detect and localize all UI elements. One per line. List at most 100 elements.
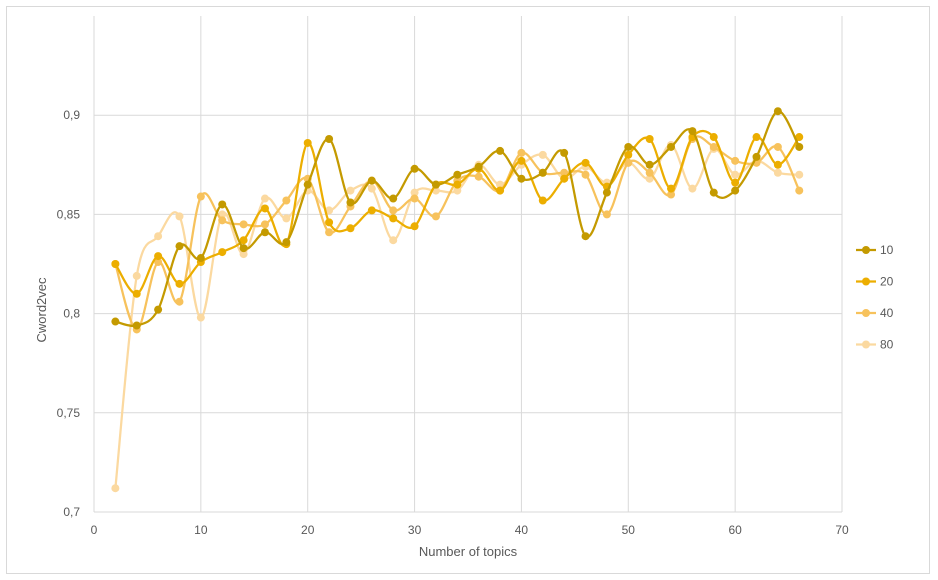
data-point [496,180,505,189]
data-point [538,196,547,205]
data-point [260,204,269,213]
series-80 [111,140,804,493]
data-point [667,190,676,199]
y-axis-title: Cword2vec [34,277,49,343]
data-point [410,188,419,197]
data-point [538,150,547,159]
series-10 [111,107,804,330]
series-lines [111,107,804,493]
series-40 [111,135,804,334]
data-point [581,232,590,241]
data-point [389,194,398,203]
data-point [154,305,163,314]
data-point [560,174,569,183]
data-point [645,168,654,177]
data-point [282,238,291,247]
data-point [196,313,205,322]
x-tick-label: 10 [194,523,208,537]
data-point [731,186,740,195]
data-point [111,484,120,493]
data-point [431,212,440,221]
data-point [709,188,718,197]
legend: 10 20 40 80 [856,243,894,352]
y-tick-label: 0,8 [63,307,80,321]
data-point [325,218,334,227]
data-point [325,228,334,237]
data-point [560,168,569,177]
data-point [517,174,526,183]
data-point [260,194,269,203]
data-point [239,244,248,253]
x-axis-title: Number of topics [419,544,518,559]
data-point [453,170,462,179]
data-point [196,254,205,263]
x-tick-label: 30 [408,523,422,537]
legend-item-10: 10 [856,243,894,257]
data-point [239,220,248,229]
data-point [282,214,291,223]
series-line [115,110,801,328]
data-point [517,148,526,157]
data-point [731,170,740,179]
chart-frame [6,6,930,574]
data-point [132,271,141,280]
x-tick-label: 0 [91,523,98,537]
data-point [602,188,611,197]
data-point [218,248,227,257]
data-point [581,158,590,167]
x-tick-label: 60 [728,523,742,537]
data-point [752,152,761,161]
legend-item-20: 20 [856,275,894,289]
data-point [303,180,312,189]
data-point [688,184,697,193]
data-point [325,135,334,144]
data-point [773,160,782,169]
data-point [581,170,590,179]
data-point [154,232,163,241]
data-point [667,142,676,151]
data-point [154,252,163,261]
legend-label: 20 [880,275,894,289]
data-point [645,160,654,169]
legend-item-80: 80 [856,338,894,352]
data-point [496,186,505,195]
x-tick-label: 20 [301,523,315,537]
data-point [111,317,120,326]
legend-label: 10 [880,243,894,257]
data-point [175,279,184,288]
data-point [132,321,141,330]
data-point [795,133,804,142]
data-point [624,142,633,151]
data-point [795,142,804,151]
data-point [773,142,782,151]
data-point [154,258,163,267]
legend-marker [862,246,870,254]
data-point [645,135,654,144]
data-point [346,186,355,195]
data-point [453,180,462,189]
data-point [474,172,483,181]
data-point [346,198,355,207]
data-point [132,289,141,298]
data-point [752,133,761,142]
legend-label: 80 [880,338,894,352]
data-point [239,250,248,259]
data-point [175,242,184,251]
data-point [496,146,505,155]
data-point [709,133,718,142]
data-point [560,148,569,157]
legend-marker [862,277,870,286]
data-point [367,176,376,185]
data-point [602,210,611,219]
series-line [114,143,800,489]
data-point [111,260,120,268]
data-point [175,212,184,221]
data-point [218,200,227,209]
data-point [667,184,676,193]
legend-label: 40 [880,306,894,320]
data-point [624,150,633,159]
data-point [196,192,205,201]
data-point [389,236,398,245]
data-point [773,168,782,177]
data-point [260,228,269,237]
